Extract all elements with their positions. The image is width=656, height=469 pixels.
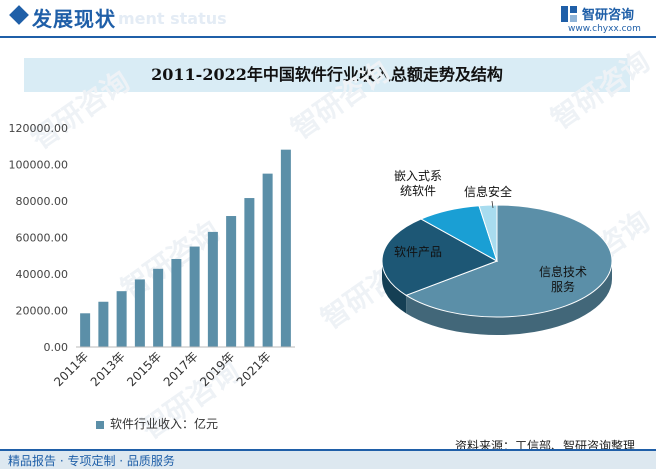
bar-series (76, 149, 295, 348)
bar-y-axis: 0.00 20000.00 40000.00 60000.00 80000.00 1000… (9, 122, 69, 354)
pie-leader-line (491, 200, 494, 209)
y-tick-label: 20000.00 (16, 305, 69, 318)
x-tick-label: 2021年 (234, 349, 274, 389)
bar-2019年 (226, 216, 237, 347)
y-tick-label: 0.00 (44, 341, 69, 354)
watermark-text: 智研咨询 (25, 64, 136, 155)
watermark-text: 智研咨询 (545, 44, 656, 135)
pie-label-嵌入式系统软件: 嵌入式系统软件 (394, 169, 442, 198)
pie-chart: 信息技术服务 软件产品 嵌入式系统软件信息安全 (381, 169, 613, 335)
bar-2015年 (153, 268, 164, 347)
bar-2020年 (244, 198, 255, 347)
y-tick-label: 100000.00 (9, 159, 69, 172)
bar-2017年 (189, 246, 200, 347)
bar-2022年 (280, 149, 291, 347)
bar-2014年 (134, 279, 145, 347)
chart-title: 2011-2022年中国软件行业收入总额走势及结构 (151, 65, 503, 84)
footer-bar: 精品报告 · 专项定制 · 品质服务 (0, 451, 656, 469)
footer-divider (0, 449, 656, 451)
y-tick-label: 60000.00 (16, 232, 69, 245)
pie-label-信息安全: 信息安全 (464, 184, 512, 199)
bar-2018年 (207, 231, 218, 347)
pie-slice-信息安全 (478, 204, 498, 262)
legend-swatch (96, 420, 104, 429)
x-tick-label: 2015年 (124, 349, 164, 389)
pie-label-信息技术服务: 信息技术服务 (539, 264, 587, 294)
header-divider (0, 36, 656, 38)
y-tick-label: 40000.00 (16, 268, 69, 281)
footer-text: 精品报告 · 专项定制 · 品质服务 (8, 454, 175, 468)
bar-2012年 (98, 301, 109, 347)
pie-side-信息技术服务 (406, 261, 612, 335)
pie-slice-信息技术服务 (405, 204, 613, 318)
x-tick-label: 2013年 (88, 349, 128, 389)
bar-2011年 (80, 313, 91, 347)
bar-2021年 (262, 173, 273, 347)
pie-slice-软件产品 (381, 218, 499, 296)
pie-side-软件产品 (382, 261, 407, 314)
y-tick-label: 120000.00 (9, 122, 69, 135)
bar-2013年 (116, 291, 127, 347)
bar-2016年 (171, 258, 182, 347)
bar-legend: 软件行业收入：亿元 (96, 415, 218, 432)
pie-label-软件产品: 软件产品 (394, 245, 442, 259)
y-tick-label: 80000.00 (16, 195, 69, 208)
chart-title-banner: 2011-2022年中国软件行业收入总额走势及结构 (24, 58, 630, 92)
section-subtitle-watermark: ment status (118, 9, 227, 28)
brand-url: www.chyxx.com (568, 24, 641, 34)
legend-label: 软件行业收入：亿元 (110, 417, 219, 431)
x-tick-label: 2011年 (51, 349, 91, 389)
watermark-text: 智研咨询 (285, 54, 396, 145)
section-title: 发展现状 (32, 7, 116, 31)
brand-logo-icon (561, 6, 577, 22)
brand-name: 智研咨询 (582, 8, 635, 23)
